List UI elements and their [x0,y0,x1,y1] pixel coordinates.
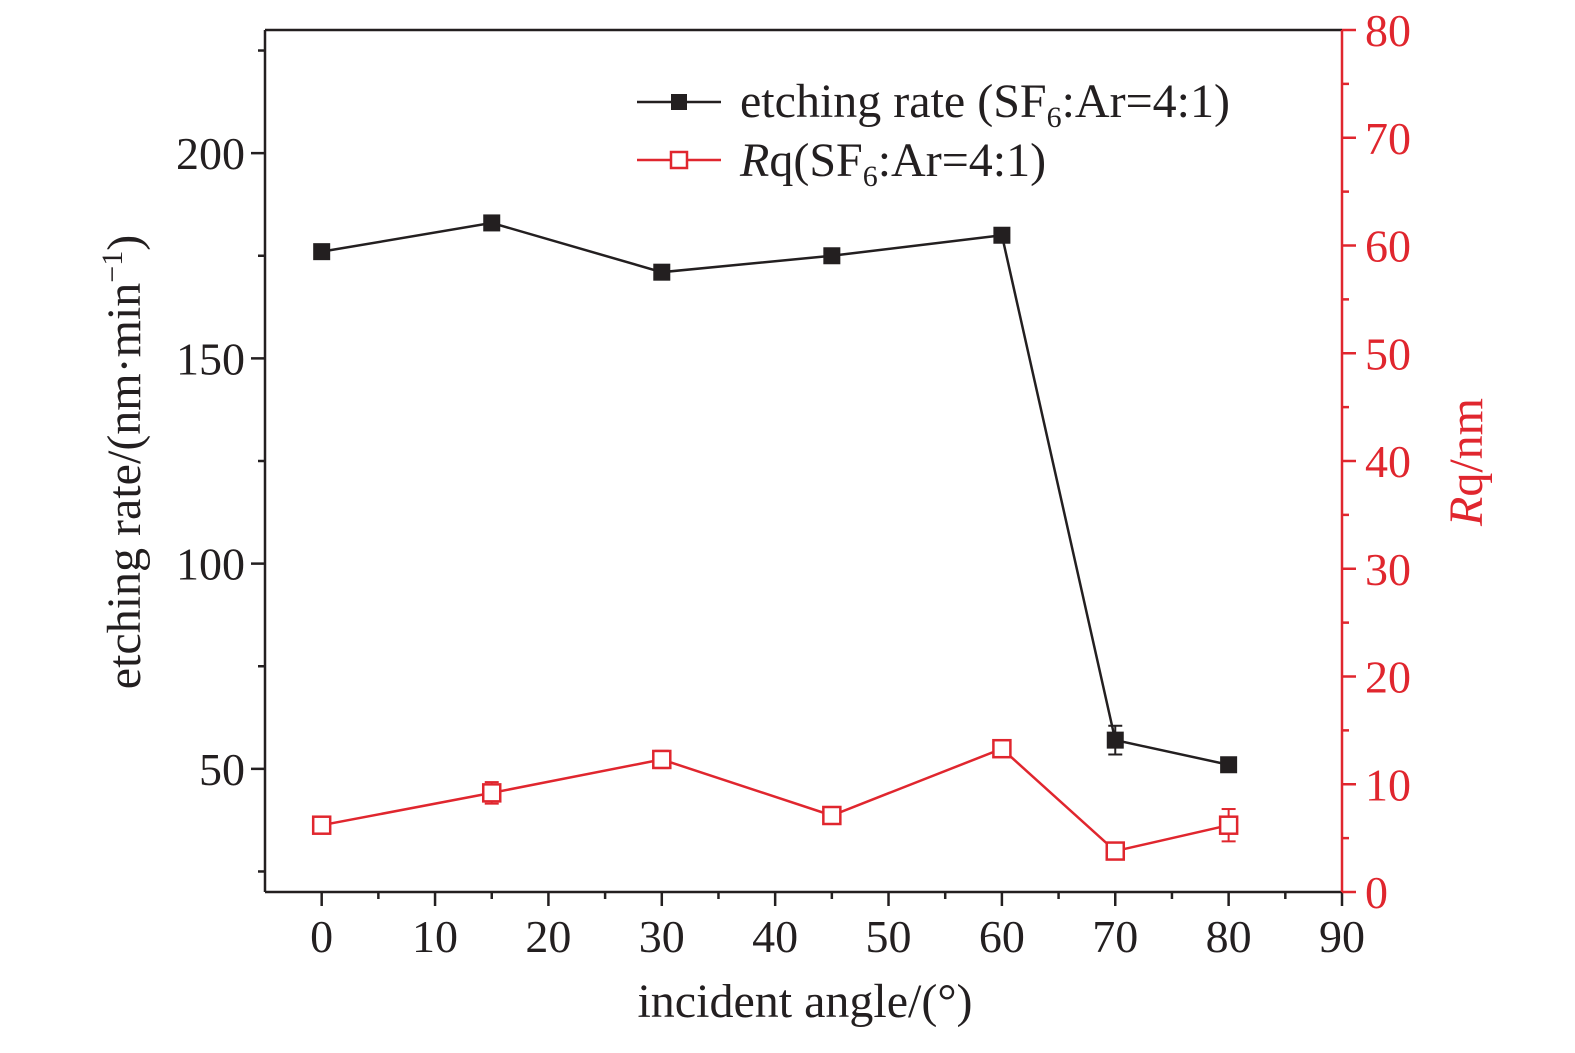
legend-item-rq: Rq(SF6:Ar=4:1) [637,134,1046,193]
y-right-tick-label: 0 [1365,867,1388,918]
x-tick-label: 80 [1206,911,1252,962]
y-axis-right-title: Rq/nm [1440,398,1493,527]
data-point-etching-rate [1220,756,1238,774]
legend-label-etching-rate-pre: etching rate (SF [740,75,1047,128]
data-point-rq [481,783,502,803]
x-tick-label: 70 [1092,911,1138,962]
legend-label-rq-sub: 6 [863,160,878,193]
y-axis-right-title-italic: R [1440,497,1493,527]
x-tick-label: 20 [525,911,571,962]
data-point-etching-rate [823,247,841,265]
legend: etching rate (SF6:Ar=4:1) Rq(SF6:Ar=4:1) [637,75,1230,193]
y-left-tick-label: 150 [176,333,245,384]
x-tick-label: 90 [1319,911,1365,962]
data-point-rq [992,738,1012,759]
y-left-tick-label: 100 [176,539,245,590]
y-left-tick-label: 200 [176,128,245,179]
y-axis-left: 50 100 150 200 [176,49,265,873]
data-point-etching-rate [993,226,1011,244]
y-left-tick-label: 50 [199,744,245,795]
legend-marker-rq [669,150,689,170]
y-right-tick-label: 20 [1365,652,1411,703]
data-point-rq [1105,841,1126,861]
y-right-tick-label: 50 [1365,328,1411,379]
legend-label-rq-post: :Ar=4:1) [878,134,1046,187]
y-axis-right-title-rest: q/nm [1440,398,1493,497]
data-point-rq [1218,815,1239,835]
x-tick-label: 30 [639,911,685,962]
x-axis-title: incident angle/(°) [637,975,972,1028]
y-right-tick-label: 70 [1365,113,1411,164]
y-axis-left-title-close: ) [98,235,151,251]
y-axis-left-title-superscript: −1 [96,251,129,283]
series-etching-rate [313,214,1238,774]
legend-label-rq: Rq(SF6:Ar=4:1) [739,134,1046,193]
legend-label-rq-italic: R [739,134,769,187]
y-right-tick-label: 40 [1365,436,1411,487]
y-right-tick-label: 60 [1365,221,1411,272]
y-right-tick-label: 30 [1365,544,1411,595]
data-point-etching-rate [1106,731,1124,749]
y-axis-right: 0 10 20 30 40 50 60 70 80 [1342,5,1411,918]
legend-label-rq-pre: q(SF [769,134,862,187]
y-right-tick-label: 10 [1365,759,1411,810]
data-point-etching-rate [313,243,331,261]
legend-label-etching-rate-sub: 6 [1047,101,1062,134]
y-right-tick-label: 80 [1365,5,1411,56]
legend-item-etching-rate: etching rate (SF6:Ar=4:1) [637,75,1230,134]
data-point-etching-rate [653,263,671,281]
x-tick-label: 10 [412,911,458,962]
data-point-rq [822,805,842,826]
series-line-etching-rate [321,221,1229,766]
legend-label-etching-rate-post: :Ar=4:1) [1062,75,1230,128]
x-tick-label: 50 [866,911,912,962]
data-point-rq [311,815,332,835]
x-axis: 0 10 20 30 40 50 60 70 80 90 [310,892,1365,962]
x-tick-label: 60 [979,911,1025,962]
legend-label-etching-rate: etching rate (SF6:Ar=4:1) [740,75,1230,134]
data-point-rq [652,749,672,770]
x-tick-label: 0 [310,911,333,962]
y-axis-left-title: etching rate/(nm·min−1) [96,235,151,689]
data-point-etching-rate [483,214,501,232]
series-line-rq [321,747,1229,853]
legend-marker-etching-rate [671,94,687,110]
series-rq [311,738,1239,861]
x-tick-label: 40 [752,911,798,962]
series-layer [311,214,1239,861]
y-axis-left-title-main: etching rate/(nm·min [98,283,151,690]
